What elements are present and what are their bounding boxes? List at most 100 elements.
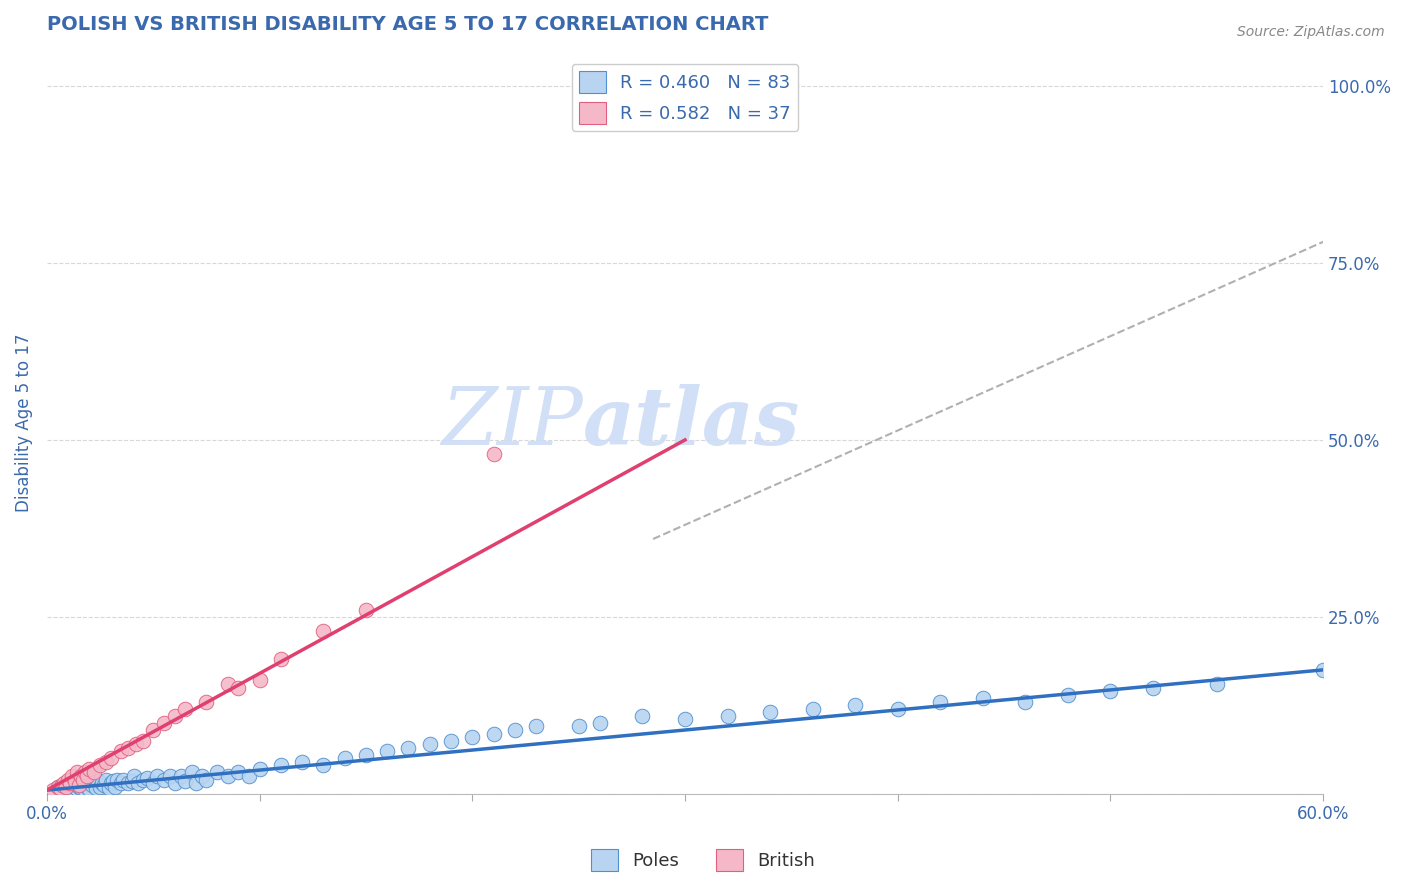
- Point: [89, 758, 111, 772]
- Point: [93, 778, 115, 792]
- Point: [66, 765, 89, 780]
- Point: [174, 773, 197, 788]
- Point: [228, 765, 250, 780]
- Point: [217, 677, 239, 691]
- Legend: Poles, British: Poles, British: [583, 842, 823, 879]
- Point: [153, 772, 176, 787]
- Point: [63, 773, 86, 788]
- Point: [270, 758, 292, 772]
- Point: [131, 772, 153, 787]
- Point: [52, 780, 75, 795]
- Point: [122, 769, 145, 783]
- Point: [96, 772, 118, 787]
- Point: [929, 695, 952, 709]
- Point: [76, 769, 98, 783]
- Point: [195, 695, 218, 709]
- Point: [589, 715, 612, 730]
- Point: [482, 447, 505, 461]
- Point: [67, 772, 90, 787]
- Point: [312, 624, 335, 638]
- Point: [101, 773, 124, 788]
- Point: [191, 769, 214, 783]
- Point: [96, 755, 118, 769]
- Point: [70, 780, 93, 795]
- Point: [75, 765, 97, 780]
- Point: [100, 751, 122, 765]
- Point: [180, 765, 202, 780]
- Point: [886, 702, 908, 716]
- Point: [79, 782, 101, 797]
- Point: [631, 709, 654, 723]
- Point: [83, 765, 105, 780]
- Point: [131, 733, 153, 747]
- Point: [89, 780, 111, 794]
- Point: [127, 776, 149, 790]
- Point: [503, 723, 526, 737]
- Point: [46, 780, 69, 794]
- Point: [205, 765, 228, 780]
- Point: [100, 776, 122, 790]
- Point: [217, 769, 239, 783]
- Point: [159, 769, 181, 783]
- Point: [80, 778, 103, 792]
- Point: [91, 776, 114, 790]
- Point: [333, 751, 356, 765]
- Point: [270, 652, 292, 666]
- Point: [759, 706, 782, 720]
- Point: [59, 776, 82, 790]
- Point: [398, 740, 420, 755]
- Point: [461, 730, 484, 744]
- Point: [163, 709, 186, 723]
- Point: [142, 776, 165, 790]
- Point: [70, 769, 93, 783]
- Point: [79, 772, 101, 787]
- Point: [63, 778, 86, 792]
- Point: [56, 776, 79, 790]
- Point: [1205, 677, 1227, 691]
- Point: [75, 783, 97, 797]
- Point: [87, 773, 110, 788]
- Point: [121, 773, 143, 788]
- Point: [184, 776, 207, 790]
- Point: [673, 712, 696, 726]
- Point: [105, 772, 128, 787]
- Point: [51, 778, 73, 792]
- Point: [110, 776, 132, 790]
- Point: [249, 673, 271, 688]
- Point: [568, 719, 591, 733]
- Point: [228, 681, 250, 695]
- Point: [135, 771, 157, 785]
- Point: [72, 776, 94, 790]
- Point: [1099, 684, 1122, 698]
- Point: [67, 780, 90, 794]
- Text: atlas: atlas: [583, 384, 800, 461]
- Point: [76, 780, 98, 794]
- Text: Source: ZipAtlas.com: Source: ZipAtlas.com: [1237, 25, 1385, 39]
- Point: [1014, 695, 1036, 709]
- Point: [62, 769, 84, 783]
- Point: [66, 782, 89, 797]
- Point: [42, 783, 65, 797]
- Point: [48, 780, 70, 795]
- Text: ZIP: ZIP: [441, 384, 583, 461]
- Point: [170, 769, 193, 783]
- Legend: R = 0.460   N = 83, R = 0.582   N = 37: R = 0.460 N = 83, R = 0.582 N = 37: [572, 63, 799, 131]
- Point: [84, 780, 107, 795]
- Point: [195, 772, 218, 787]
- Point: [55, 780, 77, 794]
- Point: [1312, 663, 1334, 677]
- Point: [110, 744, 132, 758]
- Point: [801, 702, 824, 716]
- Point: [112, 772, 135, 787]
- Point: [125, 737, 148, 751]
- Point: [104, 780, 127, 794]
- Point: [174, 702, 197, 716]
- Point: [716, 709, 738, 723]
- Point: [419, 737, 441, 751]
- Point: [67, 778, 90, 792]
- Point: [117, 740, 139, 755]
- Y-axis label: Disability Age 5 to 17: Disability Age 5 to 17: [15, 333, 32, 511]
- Point: [1057, 688, 1080, 702]
- Point: [291, 755, 314, 769]
- Point: [146, 769, 169, 783]
